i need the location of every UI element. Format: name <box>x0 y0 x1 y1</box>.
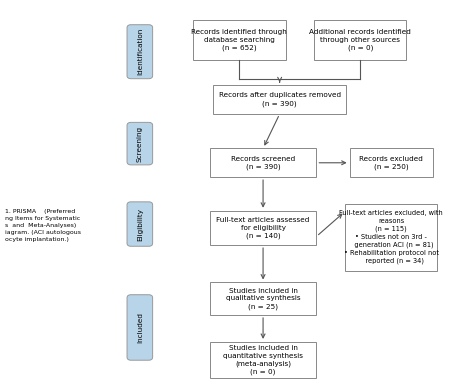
Text: Full-text articles excluded, with
reasons
(n = 115)
• Studies not on 3rd -
   ge: Full-text articles excluded, with reason… <box>339 211 443 264</box>
Text: Eligibility: Eligibility <box>137 208 143 241</box>
FancyBboxPatch shape <box>127 25 153 79</box>
Text: Identification: Identification <box>137 28 143 75</box>
Bar <box>210 283 317 315</box>
Text: Studies included in
qualitative synthesis
(n = 25): Studies included in qualitative synthesi… <box>226 288 301 310</box>
Text: 1. PRISMA    (Preferred
ng Items for Systematic
s  and  Meta-Analyses)
iagram. (: 1. PRISMA (Preferred ng Items for System… <box>5 210 81 242</box>
Text: Full-text articles assessed
for eligibility
(n = 140): Full-text articles assessed for eligibil… <box>217 217 310 239</box>
FancyBboxPatch shape <box>127 295 153 360</box>
Bar <box>213 85 346 114</box>
Bar <box>345 204 437 271</box>
Text: Records identified through
database searching
(n = 652): Records identified through database sear… <box>191 29 287 51</box>
Text: Records after duplicates removed
(n = 390): Records after duplicates removed (n = 39… <box>219 92 341 107</box>
Bar <box>193 20 285 60</box>
FancyBboxPatch shape <box>127 202 153 246</box>
Bar <box>349 149 432 177</box>
Text: Included: Included <box>137 312 143 343</box>
FancyBboxPatch shape <box>127 122 153 165</box>
Bar <box>210 211 317 245</box>
Text: Additional records identified
through other sources
(n = 0): Additional records identified through ot… <box>310 29 411 51</box>
Bar <box>210 149 317 177</box>
Bar <box>314 20 406 60</box>
Text: Records screened
(n = 390): Records screened (n = 390) <box>231 155 295 170</box>
Bar <box>210 342 317 378</box>
Text: Screening: Screening <box>137 126 143 162</box>
Text: Studies included in
quantitative synthesis
(meta-analysis)
(n = 0): Studies included in quantitative synthes… <box>223 345 303 375</box>
Text: Records excluded
(n = 250): Records excluded (n = 250) <box>359 155 423 170</box>
